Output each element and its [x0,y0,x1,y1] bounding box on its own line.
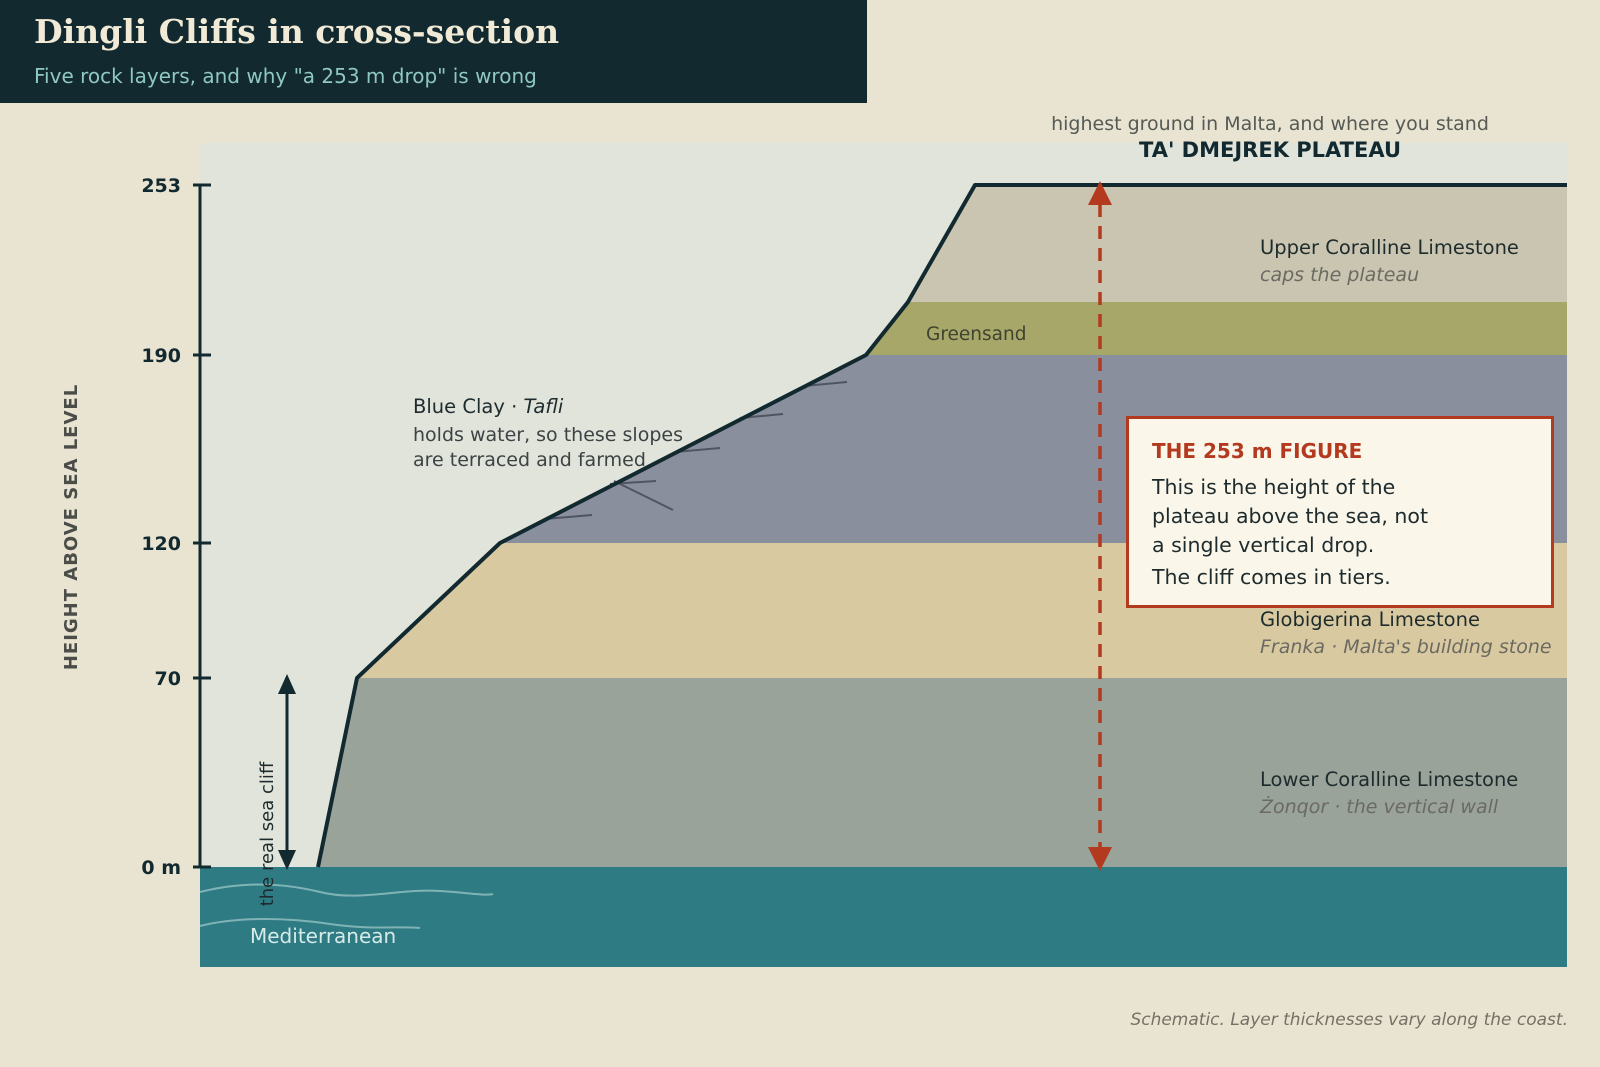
sea-cliff-arrow [278,674,296,870]
layer-upper-name: Upper Coralline Limestone [1260,236,1519,259]
tick-label-70: 70 [155,668,181,690]
sea [200,867,1567,967]
layer-lower-name: Lower Coralline Limestone [1260,768,1518,791]
tick-label-0: 0 m [141,857,181,879]
plateau-caption: highest ground in Malta, and where you s… [1051,113,1489,135]
layer-globigerina-note: Franka · Malta's building stone [1260,636,1552,658]
callout-line-3: a single vertical drop. [1152,533,1375,557]
y-axis-ticks [193,183,211,869]
tick-label-253: 253 [141,175,181,197]
layer-upper-note: caps the plateau [1260,264,1419,286]
layer-greensand-name: Greensand [926,324,1026,345]
footnote: Schematic. Layer thicknesses vary along … [1130,1010,1568,1030]
callout-line-2: plateau above the sea, not [1152,504,1428,528]
page-subtitle: Five rock layers, and why "a 253 m drop"… [34,64,537,88]
tick-label-190: 190 [141,345,181,367]
layer-blueclay-name-italic: Tafli [523,395,563,418]
layer-lower-note: Żonqor · the vertical wall [1259,795,1499,818]
layer-blueclay-name: Blue Clay · Tafli [413,395,564,418]
layer-blueclay-name-text: Blue Clay · [413,395,523,418]
layer-upper-coralline [908,185,1567,302]
cliff-profile [316,183,1567,868]
layer-blueclay-note-1: holds water, so these slopes [413,424,683,446]
plateau-height-arrow [1088,181,1112,871]
callout-line-1: This is the height of the [1152,475,1396,499]
sea-label: Mediterranean [250,924,396,948]
layer-globigerina-name: Globigerina Limestone [1260,608,1480,631]
callout-title: THE 253 m FIGURE [1152,439,1363,463]
tick-label-120: 120 [141,533,181,555]
figure-callout-box: THE 253 m FIGURE This is the height of t… [1126,416,1554,608]
layer-greensand [866,302,1567,355]
layer-blueclay-note-2: are terraced and farmed [413,449,646,471]
callout-line-4: The cliff comes in tiers. [1152,565,1391,589]
sea-cliff-label: the real sea cliff [257,761,278,906]
plateau-name: TA' DMEJREK PLATEAU [1139,138,1401,162]
title-banner: Dingli Cliffs in cross-section Five rock… [0,0,867,103]
y-axis-title: HEIGHT ABOVE SEA LEVEL [61,384,82,670]
callout-body: This is the height of the plateau above … [1152,473,1542,592]
page-title: Dingli Cliffs in cross-section [34,12,560,51]
sea-waves [199,883,494,929]
layer-lower-coralline [318,678,1567,867]
